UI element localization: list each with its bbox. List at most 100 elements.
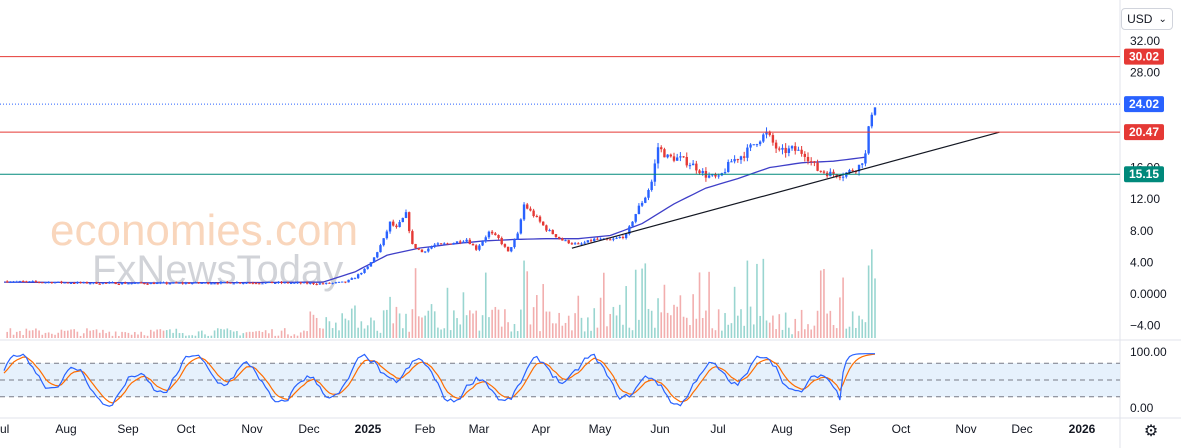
candle-body (794, 146, 797, 151)
volume-bar (689, 325, 691, 338)
volume-bar (676, 306, 678, 338)
candle-body (707, 175, 711, 178)
volume-bar (638, 319, 640, 338)
candle-body (305, 282, 309, 284)
candle-body (340, 281, 344, 283)
candle-body (152, 282, 156, 285)
volume-bar (835, 328, 838, 338)
candle-body (870, 114, 874, 127)
time-axis[interactable]: ul Aug Sep Oct Nov Dec 2025 Feb Mar Apr May Jun Jul A… (0, 422, 1096, 436)
time-tick-label: Dec (1011, 422, 1032, 436)
volume-bar (737, 315, 739, 338)
trendline[interactable] (571, 131, 1000, 249)
candle-body (640, 202, 644, 206)
time-tick-label: Oct (177, 422, 196, 436)
candle-body (66, 282, 70, 284)
volume-bar (287, 334, 289, 338)
candle-body (124, 282, 127, 284)
volume-bar (312, 314, 315, 338)
volume-bar (60, 329, 63, 338)
candle-body (570, 243, 574, 245)
volume-bar (213, 330, 216, 338)
time-tick-label: Nov (955, 422, 976, 436)
volume-bar (587, 317, 589, 338)
candle-body (347, 279, 350, 283)
gear-icon[interactable]: ⚙ (1140, 420, 1162, 442)
candle-body (21, 281, 25, 283)
support-trendline[interactable] (571, 131, 1000, 249)
volume-bar (290, 335, 292, 338)
volume-bar (328, 321, 331, 338)
volume-bar (721, 330, 723, 338)
volume-bar (861, 319, 864, 338)
volume-bar (746, 260, 749, 338)
volume-bar (491, 309, 493, 338)
candle-body (12, 281, 15, 283)
candle-body (522, 204, 526, 220)
price-tag (1124, 166, 1164, 183)
candle-body (245, 282, 248, 284)
candle-body (309, 282, 312, 284)
volume-bar (402, 328, 404, 338)
candle-body (656, 147, 660, 164)
volume-bars (6, 249, 876, 338)
volume-bar (839, 297, 841, 338)
candle-body (471, 244, 475, 246)
volume-bar (727, 324, 730, 338)
volume-bar (76, 331, 79, 338)
candle-body (660, 147, 663, 150)
volume-bar (204, 334, 206, 338)
volume-bar (596, 327, 599, 338)
volume-bar (54, 334, 56, 338)
volume-bar (743, 325, 745, 338)
candle-body (283, 282, 286, 284)
volume-bar (692, 294, 694, 338)
candle-body (50, 282, 54, 284)
candle-body (634, 214, 637, 222)
price-tag-label: 15.15 (1129, 167, 1159, 181)
candle-body (455, 241, 459, 244)
watermark: economies.com FxNewsToday (50, 206, 358, 292)
volume-bar (6, 331, 8, 338)
candle-body (139, 282, 143, 284)
volume-bar (248, 331, 251, 338)
candle-body (411, 231, 414, 244)
candle-body (334, 282, 338, 284)
candle-body (165, 282, 168, 284)
volume-bar (121, 331, 123, 338)
volume-bar (185, 335, 187, 338)
volume-bar (114, 331, 117, 338)
candle-body (143, 283, 146, 285)
candle-body (513, 239, 516, 248)
horizontal-lines[interactable] (0, 56, 1120, 175)
volume-bar (472, 313, 474, 338)
candle-body (57, 281, 60, 283)
volume-bar (175, 328, 178, 338)
candle-body (127, 283, 130, 285)
candle-body (510, 247, 513, 252)
candle-body (385, 231, 389, 239)
candle-body (503, 244, 507, 247)
volume-bar (149, 329, 152, 338)
volume-bar (226, 328, 229, 338)
candle-body (216, 283, 219, 285)
volume-bar (673, 304, 675, 338)
candle-body (191, 283, 194, 285)
candle-body (206, 282, 210, 284)
candle-body (714, 174, 717, 177)
volume-bar (162, 330, 165, 338)
price-axis[interactable]: 32.0028.0016.0012.008.004.000.0000−4.003… (1124, 34, 1167, 415)
stochastic-k-line (3, 353, 875, 407)
price-tick-label: 0.0000 (1130, 287, 1167, 301)
volume-bar (791, 334, 793, 338)
volume-bar (819, 270, 822, 338)
currency-select[interactable]: USD ⌄ (1121, 8, 1173, 30)
volume-bar (618, 304, 621, 338)
candle-body (487, 231, 491, 238)
candle-body (698, 170, 701, 174)
candle-body (321, 283, 325, 285)
candle-body (851, 170, 854, 172)
candle-body (238, 282, 242, 284)
candle-body (861, 163, 864, 165)
